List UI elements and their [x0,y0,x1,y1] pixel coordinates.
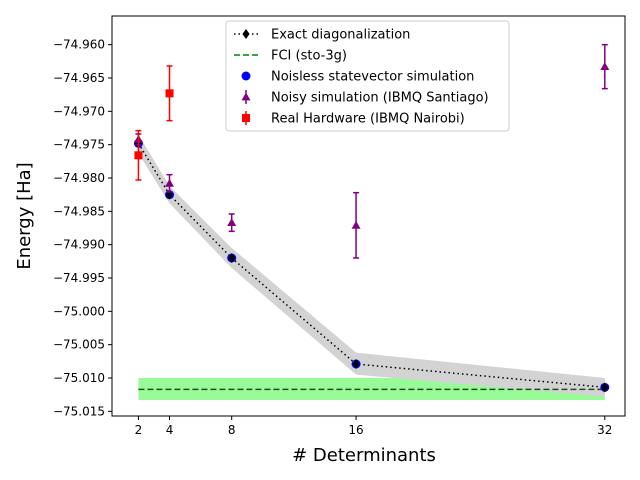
legend-noisy-marker [241,92,251,101]
x-tick-label: 2 [135,423,143,437]
noisy-point [351,220,361,229]
legend-label: FCI (sto-3g) [271,49,347,64]
y-tick-label: −74.965 [53,71,105,85]
legend-box [225,20,510,132]
legend-label: Noisless statevector simulation [271,70,474,85]
x-tick-label: 4 [166,423,174,437]
y-tick-label: −74.985 [53,204,105,218]
y-tick-label: −74.975 [53,138,105,152]
hardware-point [165,89,174,98]
y-tick-label: −74.970 [53,104,105,118]
legend-statevector-marker [241,71,251,81]
legend-label: Noisy simulation (IBMQ Santiago) [271,91,489,106]
noisy-point [600,62,610,71]
y-tick-label: −75.010 [53,371,105,385]
legend-item-exact: Exact diagonalization [234,28,410,43]
legend-item-fci: FCI (sto-3g) [234,49,347,64]
noisy-point [165,178,175,187]
ticks: 2 4 8 16 32 −74.960 −74.965 −74.970 −74.975 −74.9… [53,38,612,437]
x-tick-label: 8 [228,423,236,437]
x-tick-label: 16 [348,423,363,437]
y-tick-label: −74.980 [53,171,105,185]
y-axis-label: Energy [Ha] [14,162,35,269]
axes-frame [111,15,626,417]
noisy-point [227,218,237,227]
legend-item-statevector: Noisless statevector simulation [241,70,474,85]
exact-band [138,134,605,397]
legend-item-hardware: Real Hardware (IBMQ Nairobi) [242,111,465,127]
y-tick-label: −75.015 [53,404,105,418]
plot-area [133,43,610,400]
legend-hardware-marker [242,114,250,122]
y-tick-label: −75.000 [53,304,105,318]
exact-marker [352,359,360,369]
exact-marker [228,253,236,263]
legend-exact-marker [242,29,250,39]
legend: Exact diagonalization FCI (sto-3g) Noisles… [225,20,510,132]
exact-marker [601,382,609,393]
x-axis-label: # Determinants [292,445,436,466]
hardware-point [134,151,143,160]
y-tick-label: −75.005 [53,338,105,352]
x-tick-label: 32 [597,423,612,437]
y-tick-label: −74.995 [53,271,105,285]
y-tick-label: −74.960 [53,38,105,52]
legend-label: Real Hardware (IBMQ Nairobi) [271,112,465,127]
legend-item-noisy: Noisy simulation (IBMQ Santiago) [241,90,489,106]
legend-label: Exact diagonalization [271,28,410,43]
exact-line [137,142,605,389]
y-tick-label: −74.990 [53,238,105,252]
